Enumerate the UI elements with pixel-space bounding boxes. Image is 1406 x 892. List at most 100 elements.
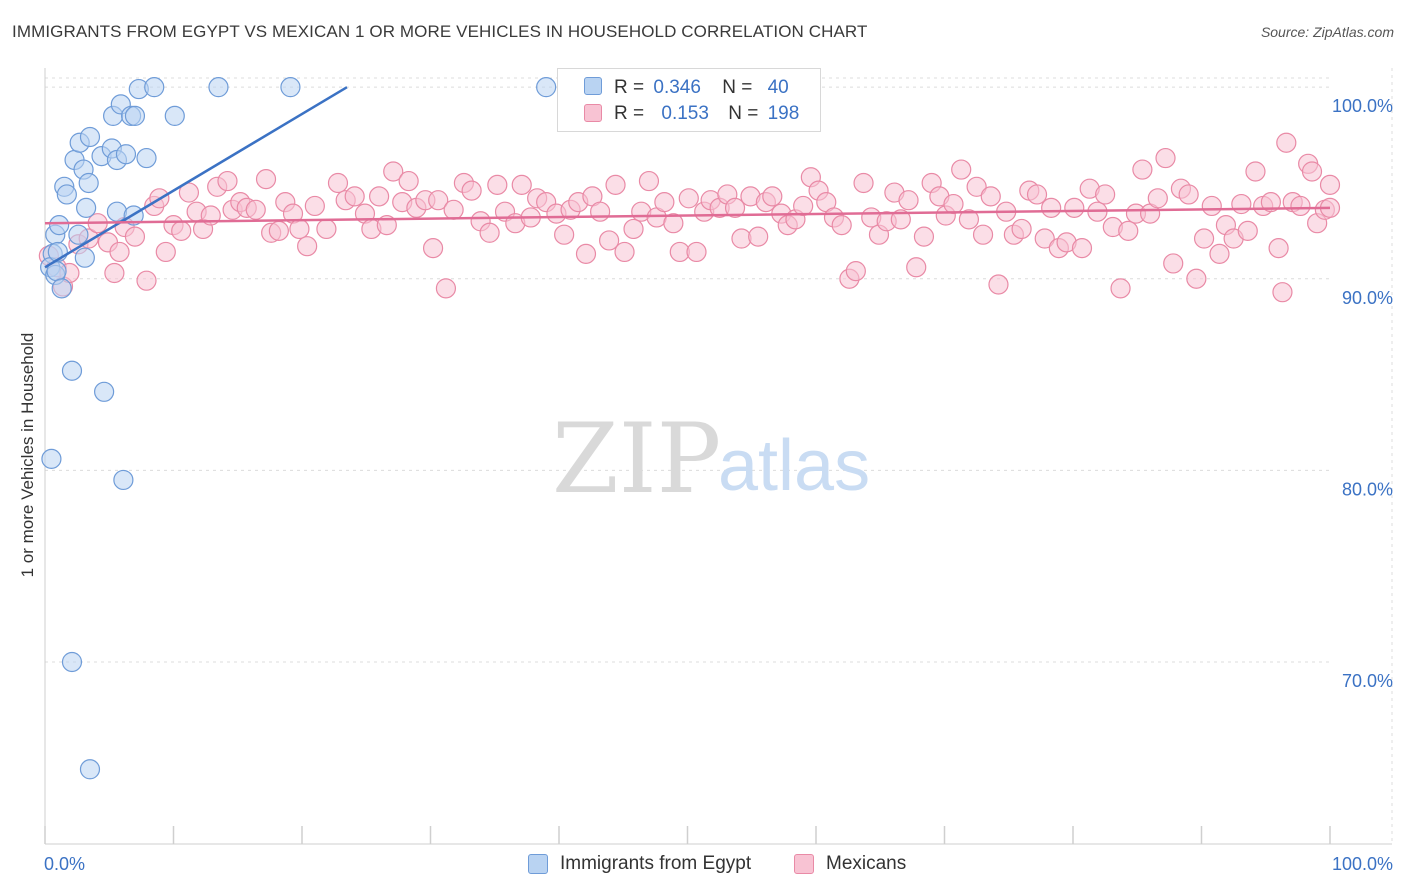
mexican-point bbox=[638, 170, 660, 192]
legend-swatch-egypt bbox=[584, 77, 602, 95]
mexican-point bbox=[289, 218, 310, 240]
mexican-point bbox=[623, 218, 644, 240]
mexican-point bbox=[344, 186, 365, 207]
legend-r-label: R = bbox=[614, 103, 645, 124]
mexican-point bbox=[461, 180, 482, 201]
mexican-point bbox=[1319, 174, 1341, 195]
mexican-point bbox=[1110, 278, 1131, 299]
y-tick-label: 70.0% bbox=[1342, 671, 1393, 691]
mexican-point bbox=[487, 174, 508, 195]
mexican-point bbox=[678, 188, 699, 209]
egypt-point bbox=[56, 184, 77, 205]
x-tick-label: 100.0% bbox=[1332, 854, 1393, 874]
mexican-point bbox=[1147, 188, 1168, 209]
egypt-point bbox=[78, 172, 99, 194]
egypt-point bbox=[51, 278, 72, 299]
mexican-point bbox=[731, 228, 752, 249]
mexican-point bbox=[124, 226, 146, 247]
egypt-point bbox=[79, 126, 101, 148]
legend-r-value: 0.153 bbox=[661, 103, 709, 124]
mexican-point bbox=[1034, 228, 1055, 249]
mexican-point bbox=[1245, 161, 1266, 182]
mexican-point bbox=[155, 241, 176, 263]
egypt-point bbox=[79, 759, 101, 780]
mexican-point bbox=[511, 174, 532, 195]
mexican-trend-line bbox=[44, 206, 1331, 225]
y-tick-label: 80.0% bbox=[1342, 479, 1393, 499]
mexican-point bbox=[171, 220, 192, 241]
mexican-point bbox=[1231, 193, 1252, 215]
source-credit: Source: ZipAtlas.com bbox=[1260, 24, 1394, 40]
legend-n-value: 198 bbox=[767, 103, 800, 124]
bottom-legend-mexicans: Mexicans bbox=[794, 853, 906, 875]
mexican-point bbox=[654, 192, 675, 213]
egypt-point bbox=[124, 105, 146, 127]
mexican-point bbox=[1071, 238, 1093, 259]
mexican-point bbox=[951, 159, 972, 180]
mexican-point bbox=[327, 172, 349, 194]
egypt-point bbox=[76, 197, 97, 218]
chart-title: IMMIGRANTS FROM EGYPT VS MEXICAN 1 OR MO… bbox=[12, 22, 868, 41]
egypt-point bbox=[68, 224, 89, 245]
egypt-point bbox=[136, 147, 157, 169]
mexican-point bbox=[1186, 268, 1207, 289]
mexican-point bbox=[304, 195, 325, 217]
mexican-point bbox=[1155, 147, 1176, 169]
legend-n-label: N = bbox=[722, 77, 753, 98]
mexican-point bbox=[1064, 197, 1085, 218]
legend-swatch-mexicans bbox=[584, 104, 602, 122]
mexican-point bbox=[255, 169, 277, 190]
mexican-point bbox=[972, 224, 994, 245]
bottom-legend-egypt: Immigrants from Egypt bbox=[528, 853, 751, 875]
mexican-point bbox=[966, 176, 987, 197]
mexican-point bbox=[1163, 253, 1184, 274]
mexican-point bbox=[898, 190, 919, 211]
mexican-point bbox=[1268, 238, 1289, 259]
mexican-point bbox=[906, 257, 927, 278]
mexican-point bbox=[1026, 184, 1048, 205]
mexican-point bbox=[297, 236, 318, 257]
mexican-point bbox=[443, 199, 464, 220]
mexican-point bbox=[383, 161, 404, 182]
mexican-point bbox=[590, 201, 611, 222]
mexican-point bbox=[1178, 184, 1199, 205]
legend-swatch-egypt bbox=[528, 854, 548, 874]
mexican-point bbox=[980, 186, 1001, 207]
mexican-point bbox=[1201, 195, 1222, 217]
mexican-point bbox=[369, 186, 390, 207]
watermark: ZIP atlas bbox=[552, 403, 870, 515]
mexican-point bbox=[479, 222, 500, 243]
mexican-point bbox=[605, 174, 626, 195]
mexican-point bbox=[435, 278, 457, 299]
mexican-point bbox=[1237, 220, 1258, 241]
egypt-point bbox=[94, 381, 115, 402]
legend-row-mexicans: R = 0.153 N = 198 bbox=[584, 103, 800, 125]
mexican-point bbox=[217, 170, 238, 192]
mexican-point bbox=[943, 193, 964, 215]
mexican-point bbox=[724, 197, 746, 218]
legend-n-label: N = bbox=[728, 103, 759, 124]
egypt-point bbox=[208, 77, 229, 98]
legend-row-egypt: R = 0.346 N = 40 bbox=[584, 77, 789, 99]
egypt-point bbox=[49, 215, 70, 236]
mexican-point bbox=[599, 230, 620, 251]
egypt-point bbox=[74, 247, 95, 268]
mexican-point bbox=[398, 170, 419, 192]
mexican-point bbox=[748, 226, 769, 247]
y-tick-label: 100.0% bbox=[1332, 96, 1393, 116]
mexican-point bbox=[614, 241, 635, 263]
mexican-point bbox=[1301, 161, 1323, 182]
mexican-point bbox=[831, 215, 852, 236]
mexican-point bbox=[845, 261, 866, 282]
mexican-point bbox=[422, 238, 444, 259]
mexican-point bbox=[686, 241, 707, 263]
mexican-point bbox=[1272, 282, 1293, 303]
mexican-point bbox=[1041, 197, 1062, 218]
legend-label-mexicans: Mexicans bbox=[826, 853, 907, 874]
mexican-point bbox=[109, 241, 130, 263]
mexican-point bbox=[762, 186, 783, 207]
mexican-point bbox=[1290, 195, 1311, 217]
watermark-atlas: atlas bbox=[718, 426, 870, 506]
mexican-point bbox=[988, 274, 1009, 295]
mexican-point bbox=[663, 213, 684, 234]
